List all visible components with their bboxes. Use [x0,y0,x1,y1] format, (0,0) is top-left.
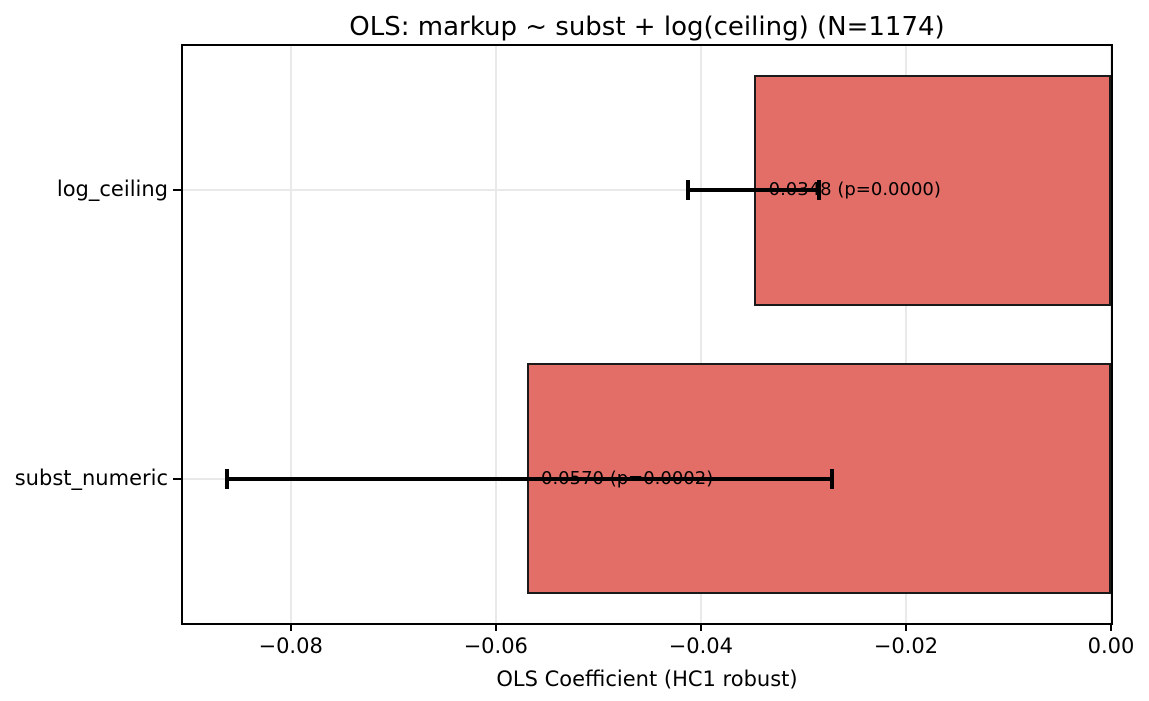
plot-area: -0.0348 (p=0.0000) -0.0570 (p=0.0002) [181,44,1113,625]
x-tick-label: −0.04 [668,634,733,658]
x-tick-mark [1110,623,1112,631]
x-tick-label: −0.08 [258,634,323,658]
x-tick-mark [494,623,497,631]
bar-annotation: -0.0570 (p=0.0002) [534,467,714,489]
vertical-gridline [904,46,907,623]
x-tick-mark [904,623,907,631]
horizontal-gridline [183,189,1111,192]
x-tick-label: −0.06 [463,634,528,658]
vertical-gridline [1110,46,1111,623]
error-bar-line [687,188,819,193]
y-tick-label-subst_numeric: subst_numeric [14,465,168,490]
y-tick-mark [173,189,181,192]
error-bar-cap [816,180,821,201]
y-tick-mark [173,477,181,480]
vertical-gridline [494,46,497,623]
x-tick-mark [699,623,702,631]
error-bar-cap [830,468,835,489]
error-bar-cap [685,180,690,201]
chart-title: OLS: markup ~ subst + log(ceiling) (N=11… [349,12,945,42]
bar-annotation: -0.0348 (p=0.0000) [762,179,941,201]
x-axis-label: OLS Coefficient (HC1 robust) [496,667,798,691]
y-tick-label-log_ceiling: log_ceiling [56,177,168,202]
error-bar-cap [225,468,230,489]
x-tick-label: −0.02 [873,634,939,658]
vertical-gridline [289,46,292,623]
error-bar-line [227,476,833,481]
x-tick-label: 0.00 [1087,634,1135,658]
vertical-gridline [699,46,702,623]
x-tick-mark [289,623,292,631]
